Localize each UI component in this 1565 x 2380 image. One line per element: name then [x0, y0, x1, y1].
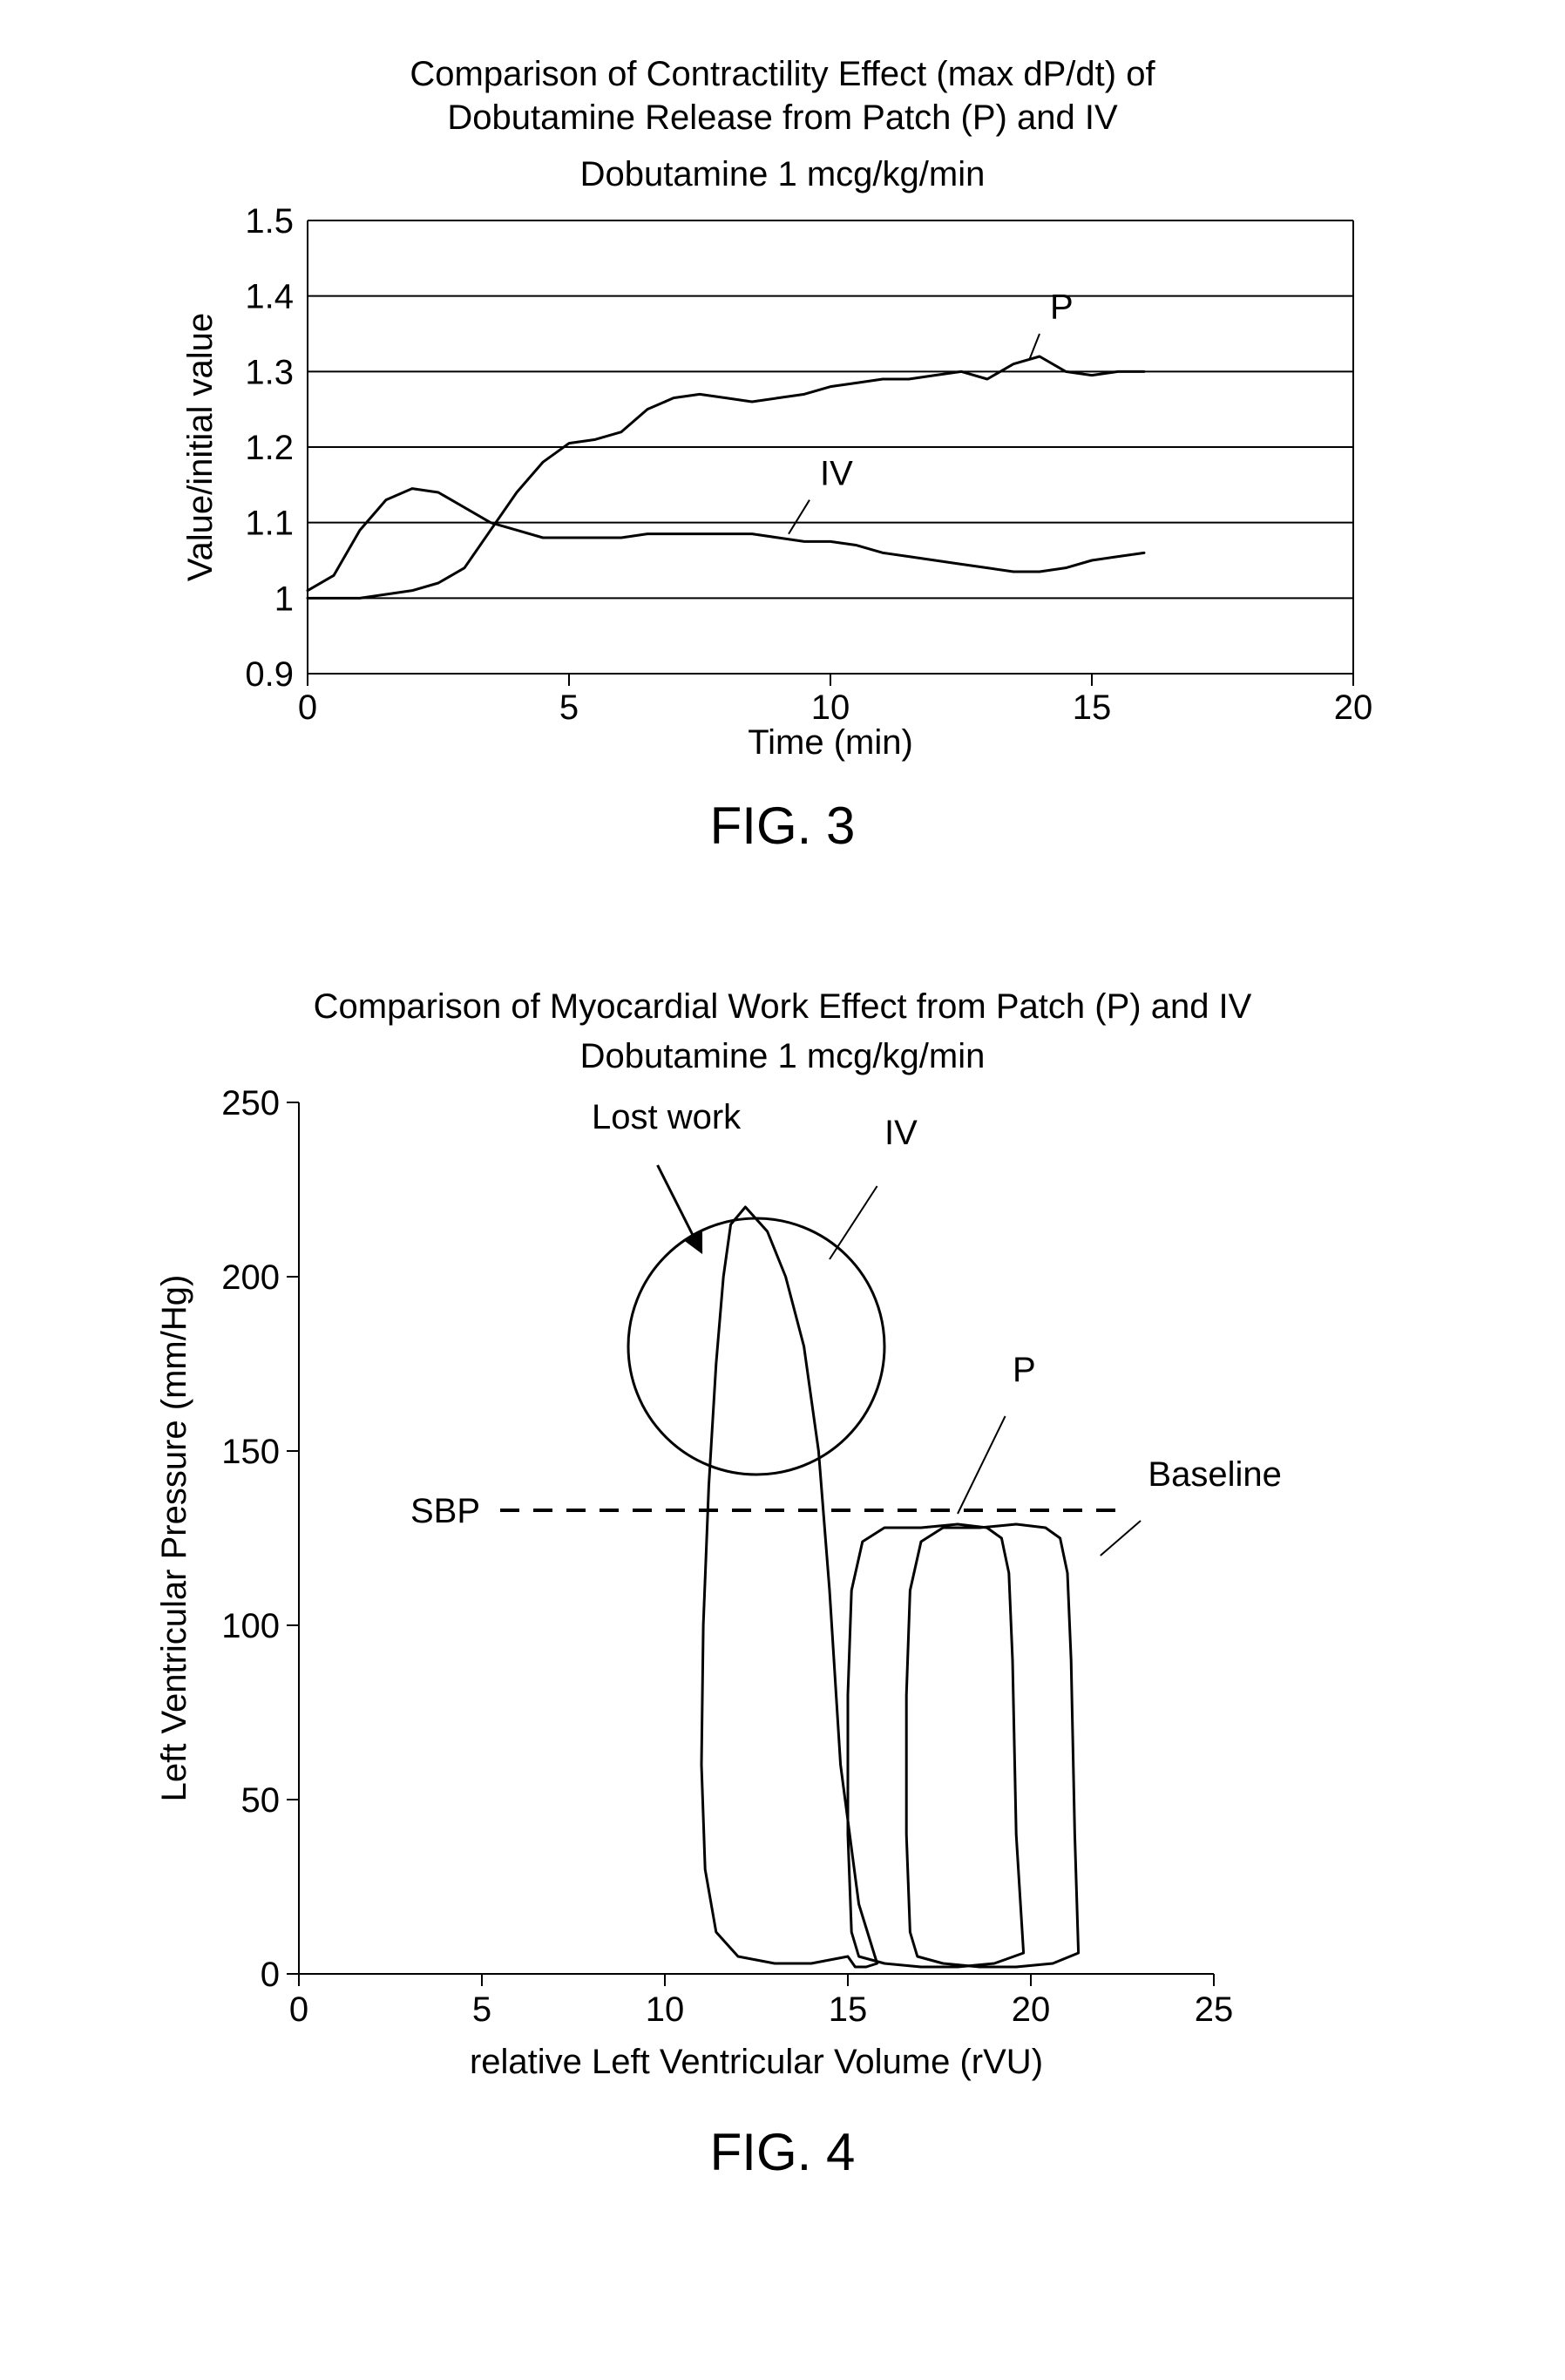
fig4-title-line1: Comparison of Myocardial Work Effect fro… [0, 985, 1565, 1028]
svg-text:10: 10 [646, 1990, 685, 2029]
svg-text:20: 20 [1012, 1990, 1051, 2029]
page: Comparison of Contractility Effect (max … [0, 0, 1565, 2380]
svg-text:Left Ventricular Pressure (mm/: Left Ventricular Pressure (mm/Hg) [155, 1275, 193, 1802]
svg-text:Baseline: Baseline [1148, 1455, 1281, 1494]
svg-text:1: 1 [274, 580, 294, 618]
svg-text:P: P [1050, 288, 1074, 327]
figure-3-block: Comparison of Contractility Effect (max … [0, 52, 1565, 856]
svg-text:IV: IV [884, 1114, 918, 1152]
svg-text:5: 5 [472, 1990, 491, 2029]
svg-text:1.2: 1.2 [245, 429, 294, 467]
svg-text:IV: IV [820, 454, 853, 492]
svg-text:250: 250 [221, 1084, 280, 1122]
svg-text:20: 20 [1334, 688, 1373, 727]
svg-text:15: 15 [829, 1990, 868, 2029]
fig4-subtitle: Dobutamine 1 mcg/kg/min [0, 1037, 1565, 1076]
fig3-title-line2: Dobutamine Release from Patch (P) and IV [0, 96, 1565, 139]
fig3-subtitle: Dobutamine 1 mcg/kg/min [0, 155, 1565, 194]
svg-text:1.5: 1.5 [245, 202, 294, 241]
svg-text:0: 0 [261, 1956, 280, 1994]
svg-text:15: 15 [1073, 688, 1112, 727]
fig3-title-line1: Comparison of Contractility Effect (max … [0, 52, 1565, 96]
fig4-chart: 0510152025050100150200250relative Left V… [125, 1076, 1440, 2096]
svg-text:SBP: SBP [410, 1492, 480, 1530]
svg-text:Lost work: Lost work [592, 1098, 742, 1136]
fig4-label: FIG. 4 [0, 2122, 1565, 2182]
svg-text:50: 50 [241, 1781, 281, 1820]
svg-text:200: 200 [221, 1258, 280, 1297]
svg-text:0: 0 [289, 1990, 308, 2029]
figure-4-block: Comparison of Myocardial Work Effect fro… [0, 985, 1565, 2182]
svg-text:0: 0 [298, 688, 317, 727]
svg-text:1.1: 1.1 [245, 505, 294, 543]
svg-text:1.3: 1.3 [245, 353, 294, 391]
svg-text:25: 25 [1195, 1990, 1234, 2029]
svg-text:Time (min): Time (min) [748, 723, 913, 762]
svg-text:5: 5 [559, 688, 579, 727]
fig3-label: FIG. 3 [0, 796, 1565, 856]
svg-text:Value/initial value: Value/initial value [181, 313, 220, 581]
svg-text:150: 150 [221, 1433, 280, 1471]
svg-text:10: 10 [811, 688, 850, 727]
svg-text:P: P [1013, 1351, 1036, 1389]
svg-text:relative Left Ventricular Volu: relative Left Ventricular Volume (rVU) [470, 2043, 1043, 2081]
fig3-chart: 0 5 10 15 20 0.9 1 1.1 1.2 1.3 1.4 1.5 Time (min) Val… [159, 194, 1406, 770]
svg-text:0.9: 0.9 [245, 655, 294, 694]
svg-text:1.4: 1.4 [245, 278, 294, 316]
svg-text:100: 100 [221, 1607, 280, 1645]
